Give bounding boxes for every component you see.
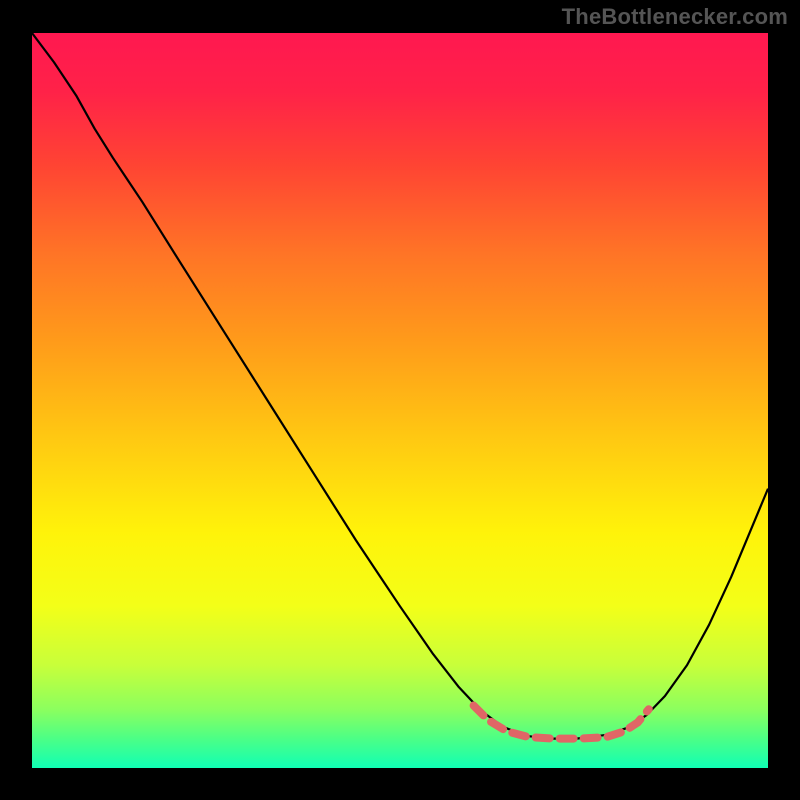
- watermark-text: TheBottlenecker.com: [562, 4, 788, 30]
- gradient-panel: [32, 33, 768, 768]
- bottleneck-curve-chart: [0, 0, 800, 800]
- chart-container: TheBottlenecker.com: [0, 0, 800, 800]
